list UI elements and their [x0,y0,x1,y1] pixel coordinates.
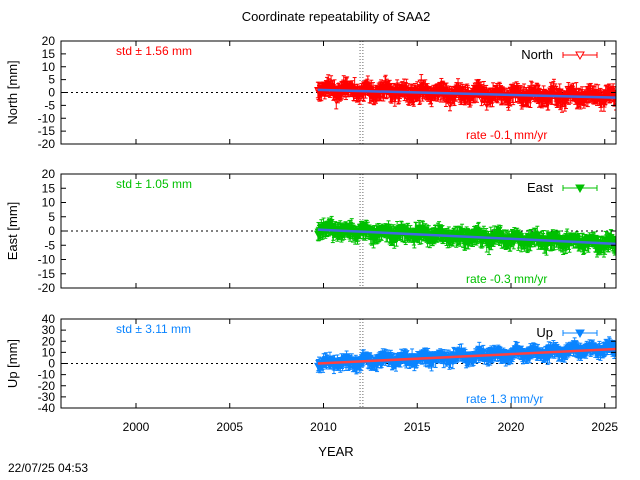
data-point [612,93,616,111]
data-point-marker [402,83,411,91]
y-axis-label: North [mm] [5,60,20,124]
std-label: std ± 1.56 mm [116,44,192,58]
y-tick-label: -5 [44,98,55,112]
y-tick-label: -15 [38,124,56,138]
y-tick-label: -20 [38,137,56,151]
data-point-marker [446,101,454,109]
trend-line [317,88,616,99]
data-point-marker [612,99,616,107]
legend-marker [575,51,585,61]
legend-label: North [521,47,553,62]
data-point-marker [572,88,581,96]
y-tick-label: -10 [38,111,56,125]
y-tick-label: 15 [42,47,56,61]
y-tick-label: 5 [48,73,55,87]
y-tick-label: 20 [42,34,56,48]
chart-title: Coordinate repeatability of SAA2 [242,9,431,24]
y-tick-label: 10 [42,60,56,74]
rate-label: rate -0.1 mm/yr [466,128,547,142]
y-tick-label: 0 [48,86,55,100]
data-point-marker [611,92,616,100]
